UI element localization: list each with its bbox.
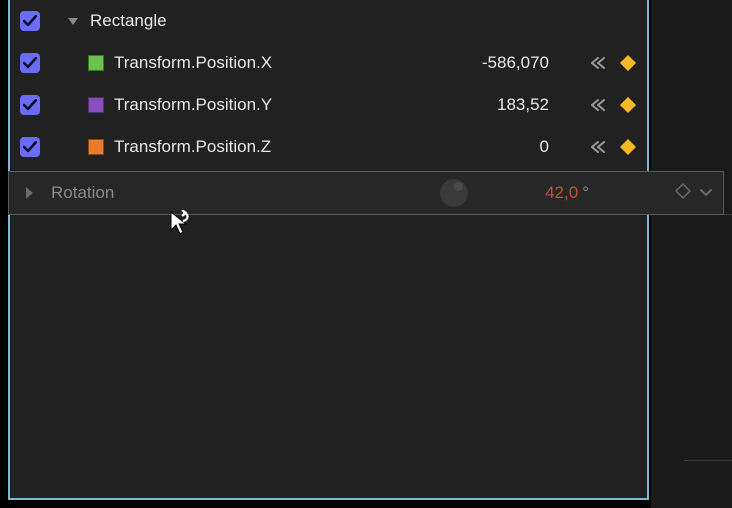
timeline-gutter <box>651 0 732 508</box>
rotation-dial-icon[interactable] <box>440 179 468 207</box>
keyframe-marker-icon[interactable] <box>619 54 637 72</box>
keyframe-marker-icon[interactable] <box>619 96 637 114</box>
rotation-label: Rotation <box>51 183 440 203</box>
track-separator <box>684 460 732 461</box>
prev-keyframe-icon[interactable] <box>591 98 611 112</box>
keyframe-controls <box>579 138 637 156</box>
channel-value[interactable]: -586,070 <box>429 53 549 73</box>
channel-row-z[interactable]: Transform.Position.Z 0 <box>10 126 647 168</box>
channel-label: Transform.Position.Y <box>114 95 429 115</box>
object-header-row[interactable]: Rectangle <box>10 0 647 42</box>
keyframe-controls <box>579 54 637 72</box>
channel-value[interactable]: 183,52 <box>429 95 549 115</box>
prev-keyframe-icon[interactable] <box>591 56 611 70</box>
enable-checkbox[interactable] <box>20 53 40 73</box>
channel-row-y[interactable]: Transform.Position.Y 183,52 <box>10 84 647 126</box>
rotation-unit: ° <box>582 183 589 203</box>
channel-color-swatch <box>88 55 104 71</box>
channel-row-x[interactable]: Transform.Position.X -586,070 <box>10 42 647 84</box>
chevron-down-icon[interactable] <box>699 183 713 203</box>
keyframe-editor-panel: Rectangle Transform.Position.X -586,070 … <box>8 0 649 500</box>
enable-checkbox[interactable] <box>20 11 40 31</box>
enable-checkbox[interactable] <box>20 137 40 157</box>
rotation-parameter-row[interactable]: Rotation 42,0 ° <box>8 171 724 215</box>
keyframe-diamond-outline-icon[interactable] <box>675 183 691 204</box>
rotation-value[interactable]: 42,0 <box>518 183 578 203</box>
keyframe-marker-icon[interactable] <box>619 138 637 156</box>
keyframe-controls <box>579 96 637 114</box>
disclosure-triangle-right-icon[interactable] <box>23 186 37 200</box>
channel-label: Transform.Position.X <box>114 53 429 73</box>
channel-color-swatch <box>88 97 104 113</box>
channel-color-swatch <box>88 139 104 155</box>
prev-keyframe-icon[interactable] <box>591 140 611 154</box>
object-title: Rectangle <box>90 11 637 31</box>
keyframe-controls <box>675 183 713 204</box>
rotation-dragged-row-wrapper: Rotation 42,0 ° <box>0 171 724 215</box>
disclosure-triangle-down-icon[interactable] <box>66 14 80 28</box>
channel-value[interactable]: 0 <box>429 137 549 157</box>
enable-checkbox[interactable] <box>20 95 40 115</box>
channel-label: Transform.Position.Z <box>114 137 429 157</box>
